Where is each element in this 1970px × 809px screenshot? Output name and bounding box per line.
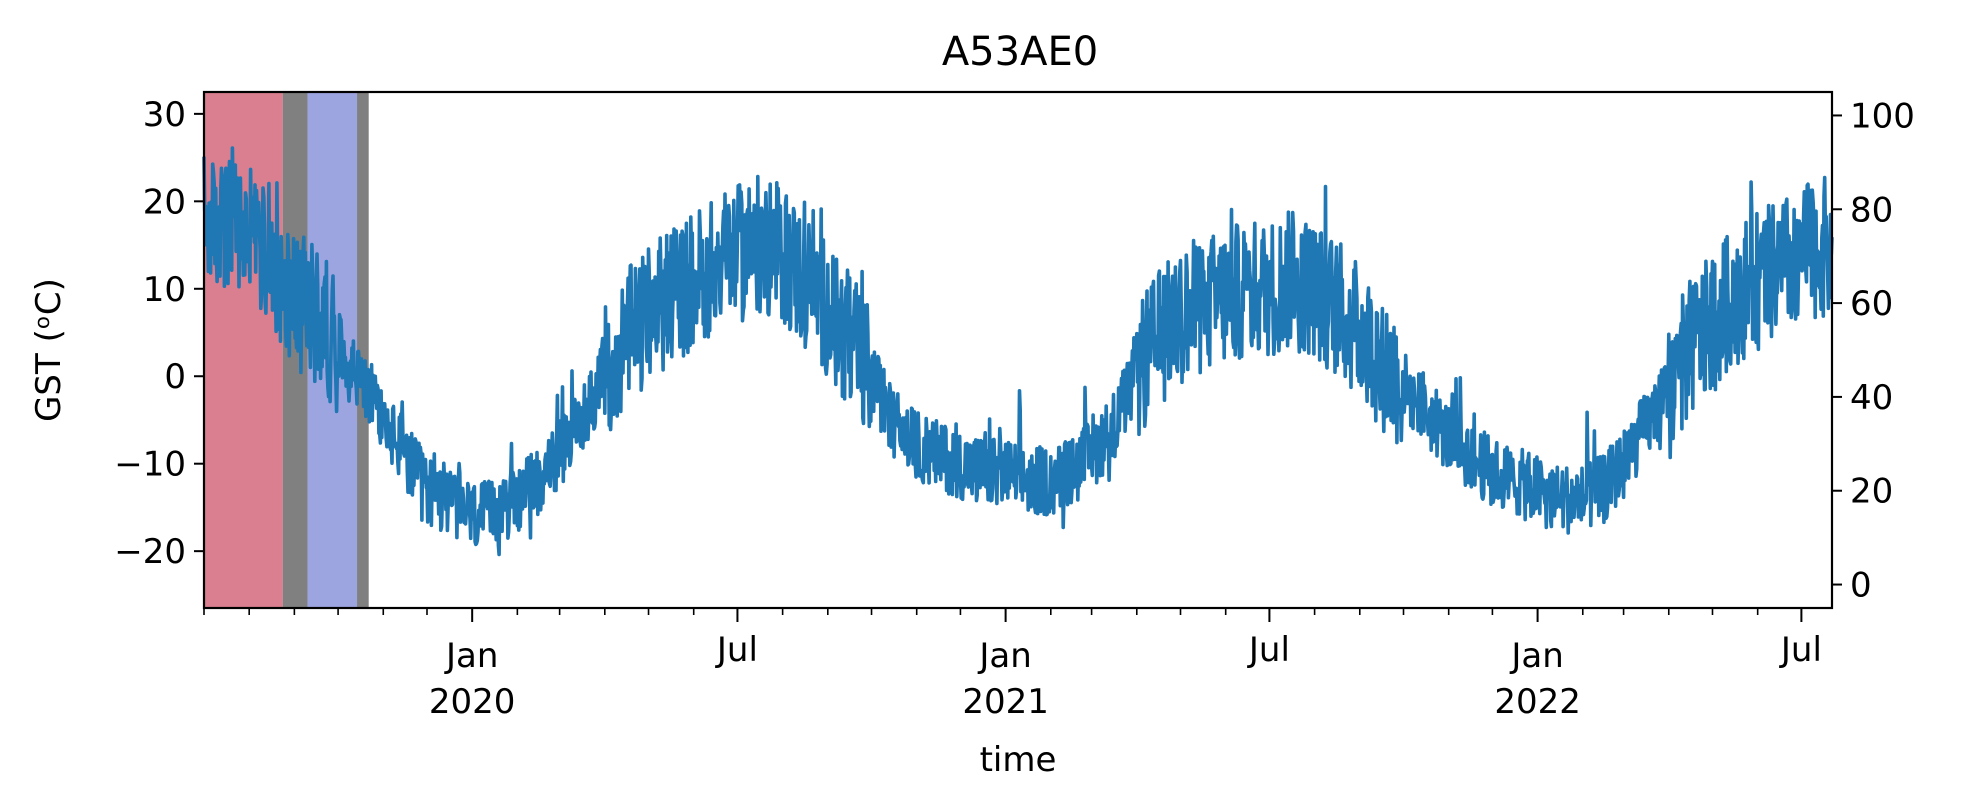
y-axis-left: −20 −10 0 10 20 30: [114, 95, 204, 572]
y2-tick-label-1: 20: [1850, 472, 1893, 512]
x-tick-sublabel-4: 2022: [1494, 682, 1581, 722]
x-tick-sublabel-2: 2021: [962, 682, 1049, 722]
y-axis-right: 0 20 40 60 80 100: [1832, 96, 1915, 606]
y-tick-label-4: 20: [143, 182, 186, 222]
y-tick-label-3: 10: [143, 270, 186, 310]
y-axis-label: GST (ᵒC): [29, 278, 69, 422]
x-axis: Jan 2020 Jul Jan 2021 Jul Jan 2022 Jul: [203, 608, 1822, 722]
highlight-span-3: [357, 92, 369, 608]
plot-area: [202, 146, 1834, 557]
x-tick-label-1: Jul: [715, 630, 758, 670]
plot-frame: [202, 90, 1834, 610]
y-tick-label-2: 0: [164, 357, 186, 397]
x-tick-label-0: Jan: [444, 636, 498, 676]
y-tick-label-1: −10: [114, 445, 186, 485]
y-tick-label-0: −20: [114, 532, 186, 572]
y2-tick-label-0: 0: [1850, 566, 1872, 606]
y2-tick-label-4: 80: [1850, 190, 1893, 230]
series-line-0: [202, 146, 1834, 557]
highlight-span-1: [282, 92, 308, 608]
highlight-spans: [204, 92, 369, 608]
x-tick-sublabel-0: 2020: [429, 682, 516, 722]
y2-tick-label-5: 100: [1850, 96, 1915, 136]
y2-tick-label-3: 60: [1850, 284, 1893, 324]
y-tick-label-5: 30: [143, 95, 186, 135]
y2-tick-label-2: 40: [1850, 378, 1893, 418]
x-tick-label-4: Jan: [1509, 636, 1563, 676]
x-tick-label-5: Jul: [1779, 630, 1822, 670]
x-axis-label: time: [980, 740, 1057, 780]
chart-title: A53AE0: [942, 29, 1098, 75]
x-tick-label-2: Jan: [977, 636, 1031, 676]
x-tick-label-3: Jul: [1247, 630, 1290, 670]
highlight-span-0: [204, 92, 283, 608]
